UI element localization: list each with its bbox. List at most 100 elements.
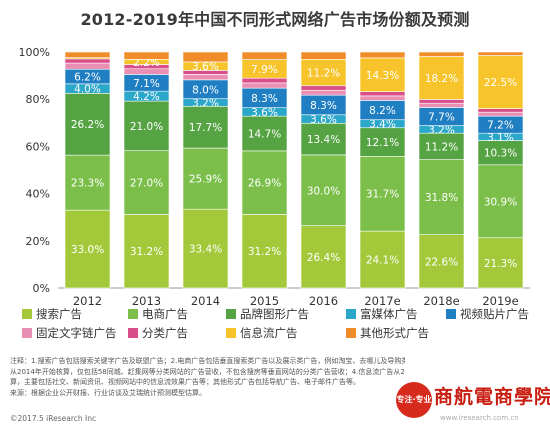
data-label: 27.0% bbox=[130, 178, 163, 190]
bar-segment bbox=[123, 100, 170, 151]
x-tick-label: 2018e bbox=[423, 294, 459, 308]
bar-segment bbox=[182, 147, 229, 210]
data-label: 10.3% bbox=[484, 148, 517, 160]
legend-swatch bbox=[22, 309, 32, 319]
legend-label: 固定文字链广告 bbox=[36, 326, 117, 340]
logo-seal: 专注·专业 bbox=[396, 382, 432, 418]
bar-segment bbox=[359, 51, 406, 59]
data-label: 26.4% bbox=[307, 252, 340, 264]
bar-segment bbox=[359, 95, 406, 101]
note-line: 算，主要包括社交、新闻资讯、视频网站中的信息流效果广告等；其他形式广告包括导航广… bbox=[10, 378, 360, 386]
bar-segment bbox=[123, 214, 170, 289]
legend-label: 品牌图形广告 bbox=[240, 307, 309, 321]
legend-swatch bbox=[128, 309, 138, 319]
x-tick-label: 2012 bbox=[73, 294, 102, 308]
bar-segment bbox=[241, 150, 288, 215]
data-label: 7.1% bbox=[133, 78, 160, 90]
data-label: 11.2% bbox=[425, 141, 458, 153]
bar-segment bbox=[241, 51, 288, 60]
legend-swatch bbox=[446, 309, 456, 319]
bar-segment bbox=[477, 55, 524, 109]
bar-segment bbox=[418, 132, 465, 160]
x-tick-label: 2019e bbox=[482, 294, 518, 308]
bar-segment bbox=[477, 140, 524, 166]
bar-segment bbox=[123, 68, 170, 75]
bar-segment bbox=[300, 85, 347, 91]
data-label: 31.7% bbox=[366, 189, 399, 201]
bar-segment bbox=[241, 214, 288, 289]
data-label: 8.3% bbox=[251, 93, 278, 105]
legend-label: 电商广告 bbox=[142, 307, 188, 321]
bars: 33.0% 23.3% 26.2% 4.0%6.2% 31.2% 27.0% 21.0% 4.… bbox=[64, 51, 524, 289]
data-label: 3.6% bbox=[310, 114, 337, 126]
bar-segment bbox=[182, 208, 229, 289]
bar-segment bbox=[477, 164, 524, 239]
data-label: 26.9% bbox=[248, 178, 281, 190]
data-label: 3.6% bbox=[192, 61, 219, 73]
watermark: www.iresearch.com.cn bbox=[440, 414, 519, 422]
bar-segment bbox=[241, 115, 288, 152]
data-label: 23.3% bbox=[71, 178, 104, 190]
data-label: 3.1% bbox=[487, 132, 514, 144]
data-label: 3.2% bbox=[428, 124, 455, 136]
bar-segment bbox=[123, 51, 170, 60]
data-label: 25.9% bbox=[189, 174, 222, 186]
data-label: 26.2% bbox=[71, 119, 104, 131]
data-label: 21.0% bbox=[130, 121, 163, 133]
bar-segment bbox=[418, 51, 465, 57]
chart-title: 2012-2019年中国不同形式网络广告市场份额及预测 bbox=[80, 10, 470, 29]
bar-segment bbox=[477, 237, 524, 289]
y-tick-label: 0% bbox=[33, 282, 50, 295]
bar-segment bbox=[64, 154, 111, 211]
legend-label: 其他形式广告 bbox=[360, 326, 429, 340]
y-tick-label: 80% bbox=[26, 93, 50, 106]
data-label: 22.6% bbox=[425, 256, 458, 268]
bar-segment bbox=[123, 150, 170, 215]
data-label: 14.7% bbox=[248, 129, 281, 141]
bar-segment bbox=[64, 209, 111, 289]
legend-label: 视频贴片广告 bbox=[460, 307, 529, 321]
data-label: 8.0% bbox=[192, 84, 219, 96]
y-tick-label: 60% bbox=[26, 140, 50, 153]
legend-label: 富媒体广告 bbox=[360, 307, 418, 321]
y-tick-label: 20% bbox=[26, 235, 50, 248]
bar-segment bbox=[477, 51, 524, 56]
note-line: 从2014年开始核算，仅包括58同城、赶集网等分类网站的广告营收，不包含搜房等垂… bbox=[10, 367, 405, 376]
data-label: 7.2% bbox=[487, 120, 514, 132]
x-tick-label: 2016 bbox=[309, 294, 338, 308]
bar-segment bbox=[418, 99, 465, 104]
data-label: 18.2% bbox=[425, 73, 458, 85]
data-label: 31.8% bbox=[425, 192, 458, 204]
bar-segment bbox=[182, 51, 229, 63]
bar-segment bbox=[182, 74, 229, 81]
bar-segment bbox=[359, 230, 406, 289]
data-label: 31.2% bbox=[248, 246, 281, 258]
bar-segment bbox=[300, 59, 347, 87]
x-axis: 2012 2013 2014 2015 2016 2017e 2018e 2019e bbox=[73, 294, 519, 308]
data-label: 14.3% bbox=[366, 70, 399, 82]
legend-swatch bbox=[22, 328, 32, 338]
bar-segment bbox=[418, 102, 465, 108]
bar-segment bbox=[241, 82, 288, 89]
bar-segment bbox=[64, 62, 111, 70]
data-label: 12.1% bbox=[366, 137, 399, 149]
legend-label: 分类广告 bbox=[142, 326, 188, 340]
bar-segment bbox=[300, 225, 347, 289]
bar-segment bbox=[477, 111, 524, 117]
bar-segment bbox=[182, 105, 229, 149]
bar-segment bbox=[300, 89, 347, 96]
stacked-bar-chart: 0% 20% 40% 60% 80% 100% 33.0% 23.3% 26.2% 4.0%6.… bbox=[19, 46, 530, 340]
legend-swatch bbox=[346, 328, 356, 338]
data-label: 3.6% bbox=[251, 107, 278, 119]
legend-label: 信息流广告 bbox=[240, 326, 298, 340]
data-label: 13.4% bbox=[307, 134, 340, 146]
x-tick-label: 2015 bbox=[250, 294, 279, 308]
logo-text: 商航電商學院 bbox=[434, 386, 550, 408]
data-label: 24.1% bbox=[366, 255, 399, 267]
copyright: ©2017.5 iResearch Inc bbox=[10, 414, 97, 423]
bar-segment bbox=[418, 56, 465, 100]
data-label: 22.5% bbox=[484, 77, 517, 89]
data-label: 31.2% bbox=[130, 246, 163, 258]
bar-segment bbox=[359, 91, 406, 97]
